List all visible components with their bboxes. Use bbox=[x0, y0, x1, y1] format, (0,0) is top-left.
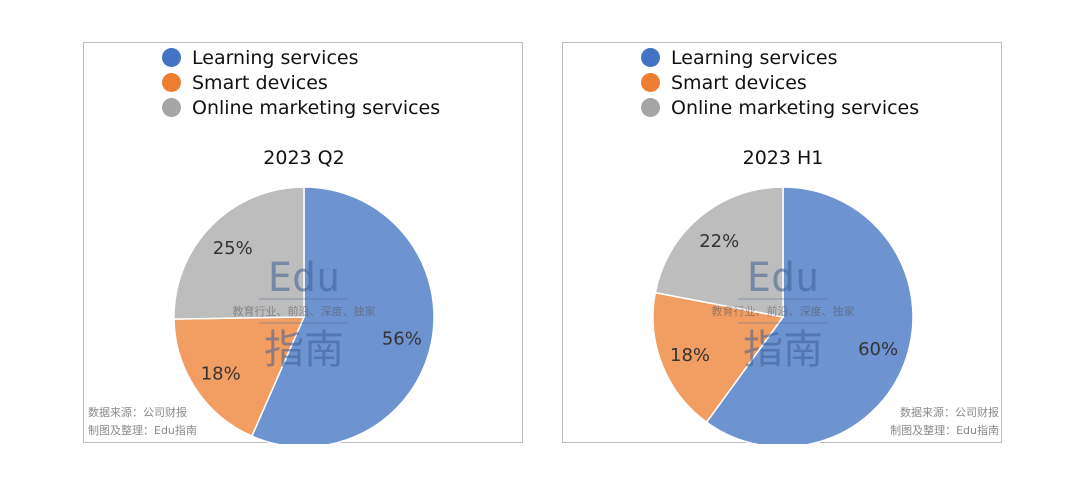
data-label: 22% bbox=[699, 231, 739, 252]
credit-line: 制图及整理：Edu指南 bbox=[890, 424, 999, 437]
watermark-latin: Edu bbox=[747, 255, 819, 301]
legend-item: Smart devices bbox=[162, 70, 440, 95]
watermark-latin: Edu bbox=[268, 255, 340, 301]
watermark-tagline: 教育行业、前沿、深度、独家 bbox=[233, 304, 376, 318]
legend-label: Online marketing services bbox=[192, 96, 441, 119]
legend-dot-icon bbox=[641, 98, 660, 117]
data-label: 18% bbox=[670, 345, 710, 366]
slice-smart-devices bbox=[652, 291, 785, 424]
chart-panel-h1: Edu 教育行业、前沿、深度、独家指南 60% 18% 22% Learning ser… bbox=[562, 42, 1002, 444]
source-line: 数据来源：公司财报 bbox=[900, 406, 999, 419]
data-label: 56% bbox=[382, 328, 422, 349]
watermark-cjk: 指南 bbox=[264, 327, 344, 373]
legend-label: Learning services bbox=[671, 46, 838, 69]
watermark-tagline: 教育行业、前沿、深度、独家 bbox=[712, 304, 855, 318]
slice-online-marketing bbox=[173, 186, 305, 320]
legend: Learning services Smart devices Online m… bbox=[641, 45, 919, 120]
slice-learning-services bbox=[250, 186, 435, 444]
source-note: 数据来源：公司财报 制图及整理：Edu指南 bbox=[88, 404, 197, 440]
legend-label: Online marketing services bbox=[671, 96, 920, 119]
legend-dot-icon bbox=[641, 48, 660, 67]
legend-dot-icon bbox=[162, 48, 181, 67]
source-line: 数据来源：公司财报 bbox=[88, 406, 187, 419]
slice-online-marketing bbox=[654, 186, 784, 318]
chart-title: 2023 Q2 bbox=[263, 147, 345, 169]
chart-panel-q2: Edu 教育行业、前沿、深度、独家指南 56% 18% 25% Learning ser… bbox=[83, 42, 523, 444]
legend-label: Smart devices bbox=[192, 71, 328, 94]
credit-line: 制图及整理：Edu指南 bbox=[88, 424, 197, 437]
legend-dot-icon bbox=[162, 98, 181, 117]
data-label: 18% bbox=[201, 363, 241, 384]
source-note: 数据来源：公司财报制图及整理：Edu指南 bbox=[890, 404, 999, 440]
legend: Learning services Smart devices Online m… bbox=[162, 45, 440, 120]
legend-item: Learning services bbox=[641, 45, 919, 70]
legend-item: Smart devices bbox=[641, 70, 919, 95]
legend-dot-icon bbox=[641, 73, 660, 92]
data-label: 25% bbox=[213, 238, 253, 259]
legend-item: Online marketing services bbox=[641, 95, 919, 120]
chart-title: 2023 H1 bbox=[742, 147, 824, 169]
slice-smart-devices bbox=[173, 316, 306, 438]
legend-label: Learning services bbox=[192, 46, 359, 69]
data-label: 60% bbox=[858, 339, 898, 360]
legend-item: Online marketing services bbox=[162, 95, 440, 120]
legend-label: Smart devices bbox=[671, 71, 807, 94]
slice-learning-services bbox=[705, 186, 914, 444]
legend-item: Learning services bbox=[162, 45, 440, 70]
watermark-cjk: 指南 bbox=[743, 327, 823, 373]
legend-dot-icon bbox=[162, 73, 181, 92]
